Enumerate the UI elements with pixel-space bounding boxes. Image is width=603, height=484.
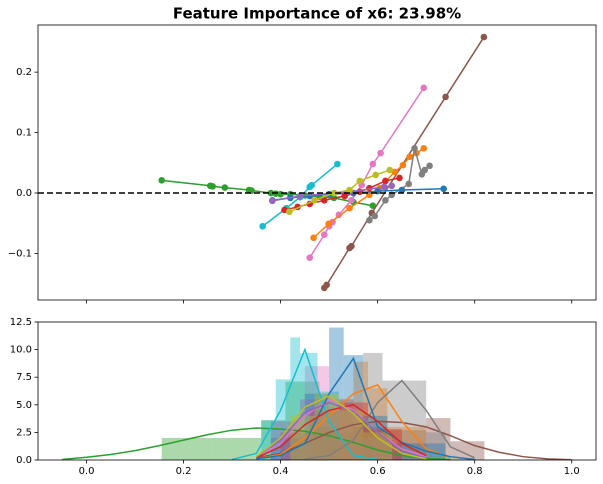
point bbox=[421, 166, 429, 174]
point bbox=[286, 208, 293, 216]
axes-frame bbox=[37, 321, 597, 461]
point bbox=[310, 234, 317, 242]
kde-line bbox=[255, 395, 427, 460]
point bbox=[308, 181, 315, 189]
point bbox=[320, 231, 328, 239]
point bbox=[269, 197, 276, 205]
point bbox=[399, 161, 407, 169]
point bbox=[346, 186, 353, 194]
plot-area bbox=[62, 327, 572, 460]
point bbox=[346, 204, 353, 212]
point bbox=[381, 183, 388, 191]
point bbox=[259, 222, 266, 230]
point bbox=[369, 202, 377, 210]
point bbox=[388, 182, 396, 190]
histogram-bar bbox=[319, 440, 373, 460]
point bbox=[405, 180, 413, 188]
point bbox=[420, 144, 428, 152]
x-tick-label: 0.6 bbox=[370, 466, 386, 477]
plot-area bbox=[38, 33, 596, 292]
y-tick-label: 5.0 bbox=[16, 400, 32, 411]
point bbox=[406, 153, 413, 161]
point bbox=[398, 186, 406, 194]
kde-line bbox=[256, 384, 451, 460]
point bbox=[335, 211, 343, 219]
axes-frame bbox=[37, 24, 597, 301]
point bbox=[325, 220, 332, 228]
series-line bbox=[309, 87, 425, 259]
y-tick-label: 0.2 bbox=[16, 67, 32, 78]
point bbox=[158, 177, 166, 184]
y-tick-label: 0.0 bbox=[16, 188, 32, 199]
point bbox=[440, 185, 447, 193]
histogram-bar bbox=[275, 379, 291, 460]
point bbox=[420, 84, 428, 92]
histogram-bar bbox=[211, 437, 262, 460]
histogram-bar bbox=[161, 437, 212, 460]
histogram-bar bbox=[338, 399, 354, 460]
point bbox=[382, 177, 389, 185]
y-tick-label: 12.5 bbox=[10, 317, 32, 328]
point bbox=[323, 281, 331, 289]
y-tick-label: 0.1 bbox=[16, 128, 32, 139]
point bbox=[348, 196, 355, 204]
histogram-bar bbox=[290, 415, 315, 460]
histogram-bar bbox=[290, 337, 301, 460]
point bbox=[356, 177, 363, 185]
point bbox=[277, 190, 284, 198]
point bbox=[426, 162, 433, 170]
point bbox=[372, 171, 380, 179]
kde-line bbox=[256, 420, 572, 460]
x-tick-label: 0.2 bbox=[176, 466, 192, 477]
y-tick-label: 0.0 bbox=[16, 455, 32, 466]
point bbox=[320, 196, 328, 204]
point bbox=[377, 149, 384, 157]
y-tick-label: 2.5 bbox=[16, 427, 32, 438]
point bbox=[248, 187, 255, 194]
point bbox=[480, 33, 488, 41]
point bbox=[341, 192, 348, 200]
x-tick-label: 0.0 bbox=[79, 466, 95, 477]
point bbox=[334, 160, 341, 168]
point bbox=[369, 160, 377, 168]
histogram-bar bbox=[426, 432, 446, 460]
kde-line bbox=[255, 401, 427, 459]
y-tick-label: −0.1 bbox=[8, 248, 32, 259]
kde-line bbox=[304, 379, 476, 460]
y-tick-label: 7.5 bbox=[16, 372, 32, 383]
kde-line bbox=[256, 356, 475, 460]
x-tick-label: 1.0 bbox=[564, 466, 580, 477]
y-tick-label: 10.0 bbox=[10, 345, 32, 356]
point bbox=[396, 174, 403, 182]
point bbox=[330, 189, 338, 197]
x-tick-label: 0.4 bbox=[273, 466, 289, 477]
kde-line bbox=[62, 427, 451, 460]
point bbox=[371, 212, 379, 220]
point bbox=[311, 196, 318, 204]
histogram-bar bbox=[367, 388, 388, 460]
point bbox=[366, 216, 373, 224]
point bbox=[411, 144, 418, 152]
point bbox=[306, 254, 314, 261]
point bbox=[348, 242, 355, 250]
kde-line bbox=[231, 347, 378, 460]
point bbox=[442, 93, 449, 101]
chart-title: Feature Importance of x6: 23.98% bbox=[173, 5, 461, 23]
point bbox=[221, 184, 229, 191]
point bbox=[267, 189, 275, 197]
point bbox=[382, 196, 389, 204]
point bbox=[386, 166, 394, 174]
point bbox=[209, 183, 216, 190]
x-tick-label: 0.8 bbox=[467, 466, 483, 477]
point bbox=[296, 192, 304, 200]
